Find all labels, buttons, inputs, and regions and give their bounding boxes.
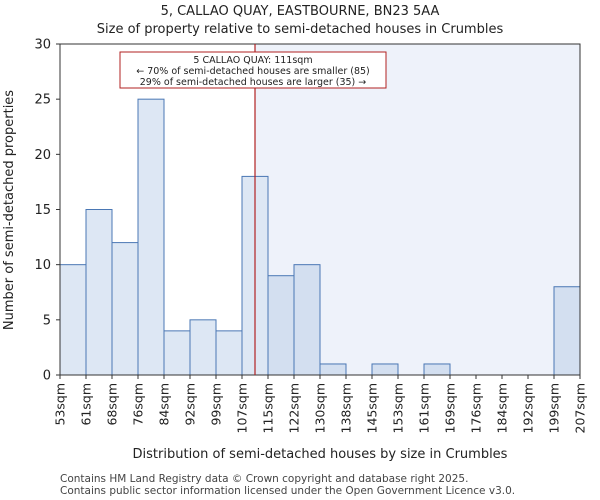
bar	[267, 275, 295, 376]
y-tick-label: 20	[34, 148, 51, 163]
y-tick-label: 15	[34, 203, 51, 218]
x-tick-label: 138sqm	[339, 383, 354, 433]
bar	[215, 330, 243, 376]
annotation-line: 29% of semi-detached houses are larger (…	[140, 77, 367, 88]
y-axis-label: Number of semi-detached properties	[2, 90, 17, 330]
x-tick-label: 107sqm	[235, 383, 250, 433]
x-tick-label: 153sqm	[391, 383, 406, 433]
x-tick-label: 192sqm	[521, 383, 536, 433]
y-tick-label: 30	[34, 38, 51, 53]
annotation-line: ← 70% of semi-detached houses are smalle…	[136, 66, 370, 77]
annotation-box	[119, 51, 387, 89]
plot-area: 0 5 10 15 20 25 30 53sqm 61sqm 68sqm 76sqm 84sqm 92s…	[34, 38, 587, 434]
x-tick-label: 161sqm	[417, 383, 432, 433]
x-tick-label: 176sqm	[469, 383, 484, 433]
y-tick-label: 10	[34, 258, 51, 273]
y-tick-label: 5	[43, 313, 51, 328]
bar	[85, 209, 113, 376]
x-tick-label: 115sqm	[261, 383, 276, 433]
bar	[319, 363, 347, 376]
x-tick-label: 207sqm	[573, 383, 588, 433]
x-tick-label: 145sqm	[365, 383, 380, 433]
bar	[137, 98, 165, 376]
bar	[59, 264, 87, 376]
bar	[371, 363, 399, 376]
bar	[189, 319, 217, 376]
x-tick-label: 99sqm	[209, 383, 224, 426]
bar	[111, 242, 139, 376]
x-tick-label: 53sqm	[53, 383, 68, 426]
bar	[423, 363, 451, 376]
footer-line-2: Contains public sector information licen…	[60, 485, 515, 497]
x-tick-label: 92sqm	[183, 383, 198, 426]
x-tick-label: 84sqm	[157, 383, 172, 426]
x-tick-label: 61sqm	[79, 383, 94, 426]
footer-line-1: Contains HM Land Registry data © Crown c…	[60, 473, 468, 485]
chart-subtitle: Size of property relative to semi-detach…	[97, 22, 504, 37]
x-tick-label: 199sqm	[547, 383, 562, 433]
y-tick-label: 0	[43, 369, 51, 384]
x-tick-label: 76sqm	[131, 383, 146, 426]
annotation-line: 5 CALLAO QUAY: 111sqm	[193, 55, 312, 66]
bar	[293, 264, 321, 376]
x-axis-label: Distribution of semi-detached houses by …	[133, 447, 508, 462]
x-tick-label: 68sqm	[105, 383, 120, 426]
x-tick-label: 122sqm	[287, 383, 302, 433]
chart-title: 5, CALLAO QUAY, EASTBOURNE, BN23 5AA	[161, 4, 440, 19]
x-tick-label: 130sqm	[313, 383, 328, 433]
bar	[553, 286, 581, 376]
y-tick-label: 25	[34, 93, 51, 108]
x-tick-label: 169sqm	[443, 383, 458, 433]
bar	[163, 330, 191, 376]
x-tick-label: 184sqm	[495, 383, 510, 433]
